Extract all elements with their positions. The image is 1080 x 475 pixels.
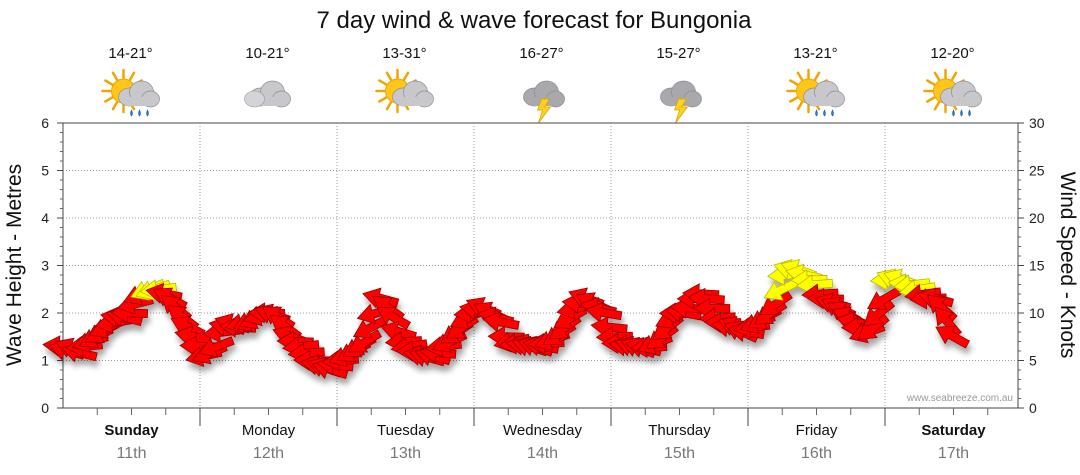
temperature-labels: 14-21° 10-21° 13-31° 16-27° 15-27° 13-21° 12-2… — [108, 45, 974, 62]
day-label: Wednesday — [503, 422, 582, 439]
weather-icons — [101, 68, 982, 124]
date-label: 12th — [253, 445, 284, 462]
y-right-tick-label: 25 — [1029, 163, 1045, 179]
temp-label: 12-20° — [930, 45, 974, 62]
day-label: Monday — [242, 422, 296, 439]
day-label: Thursday — [648, 422, 711, 439]
grid — [63, 123, 1018, 426]
temp-label: 10-21° — [245, 45, 289, 62]
chart-title: 7 day wind & wave forecast for Bungonia — [317, 7, 753, 34]
y-right-tick-label: 20 — [1029, 210, 1045, 226]
sun-rain-cloud-icon — [101, 68, 160, 117]
y-left-tick-label: 5 — [41, 163, 49, 179]
y-left-tick-label: 4 — [41, 210, 49, 226]
y-axis-right-title: Wind Speed - Knots — [1056, 172, 1079, 359]
y-axis-left-title: Wave Height - Metres — [3, 164, 26, 366]
temp-label: 16-27° — [519, 45, 563, 62]
y-left-tick-label: 2 — [41, 305, 49, 321]
y-right-tick-label: 30 — [1029, 115, 1045, 131]
date-label: 17th — [938, 445, 969, 462]
date-label: 16th — [801, 445, 832, 462]
sun-rain-cloud-icon — [923, 68, 982, 117]
date-label: 11th — [117, 445, 147, 462]
day-label: Tuesday — [377, 422, 434, 439]
date-label: 13th — [390, 445, 421, 462]
cloud-icon — [244, 80, 291, 108]
day-label: Saturday — [921, 422, 986, 439]
sun-rain-cloud-icon — [786, 68, 845, 117]
wind-arrow — [376, 306, 411, 330]
wind-arrows — [42, 258, 970, 380]
y-right-tick-label: 0 — [1029, 400, 1037, 416]
y-left-tick-label: 1 — [41, 353, 49, 369]
temp-label: 13-31° — [382, 45, 426, 62]
date-label: 14th — [527, 445, 558, 462]
temp-label: 13-21° — [793, 45, 837, 62]
right-axis-ticks: 0 5 10 15 20 25 30 — [1018, 115, 1045, 416]
day-label: Friday — [796, 422, 838, 439]
storm-icon — [660, 80, 702, 124]
left-axis-ticks: 0 1 2 3 4 5 6 — [41, 115, 63, 416]
temp-label: 14-21° — [108, 45, 152, 62]
wind-arrow — [935, 325, 970, 349]
y-right-tick-label: 10 — [1029, 305, 1045, 321]
y-left-tick-label: 6 — [41, 115, 49, 131]
storm-icon — [523, 80, 565, 124]
credit-text: www.seabreeze.com.au — [906, 393, 1013, 404]
y-right-tick-label: 15 — [1029, 258, 1045, 274]
y-left-tick-label: 3 — [41, 258, 49, 274]
temp-label: 15-27° — [656, 45, 700, 62]
wind-arrow — [198, 336, 235, 358]
sun-cloud-icon — [375, 68, 434, 114]
date-label: 15th — [664, 445, 695, 462]
day-labels: Sunday 11th Monday 12th Tuesday 13th Wednesday… — [104, 422, 986, 462]
y-left-tick-label: 0 — [41, 400, 49, 416]
y-right-tick-label: 5 — [1029, 353, 1037, 369]
day-label: Sunday — [104, 422, 159, 439]
